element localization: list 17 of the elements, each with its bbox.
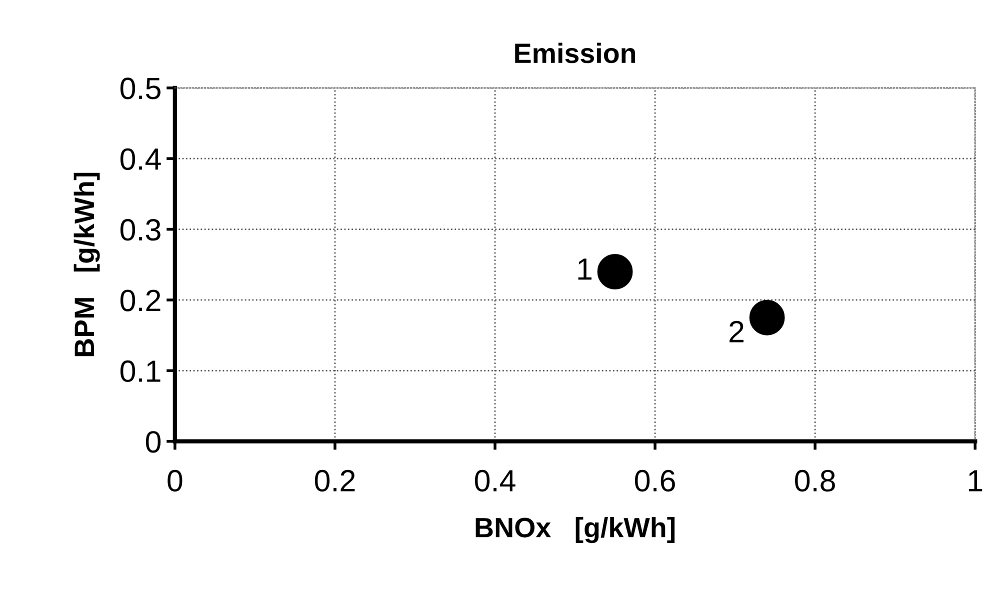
annotation: 1 <box>578 258 592 280</box>
y-tick-label: 0.2 <box>120 290 160 312</box>
x-tick-label: 0.2 <box>314 470 355 492</box>
x-tick-label: 0 <box>168 470 182 492</box>
chart-title: Emission <box>515 42 636 64</box>
x-tick-label: 1 <box>968 470 982 492</box>
y-tick-label: 0.5 <box>120 78 160 100</box>
y-tick-label: 0.1 <box>120 360 160 382</box>
x-tick-label: 0.4 <box>474 470 516 492</box>
y-tick-label: 0.4 <box>120 148 161 170</box>
y-axis-title: BPM [g/kWh] <box>74 172 100 356</box>
x-tick-label: 0.8 <box>795 470 835 492</box>
annotation: 2 <box>730 320 744 342</box>
x-tick-label: 0.6 <box>635 470 675 492</box>
x-axis-title: BNOx [g/kWh] <box>476 517 675 544</box>
y-tick-label: 0.3 <box>120 219 160 241</box>
y-tick-label: 0 <box>146 431 161 453</box>
